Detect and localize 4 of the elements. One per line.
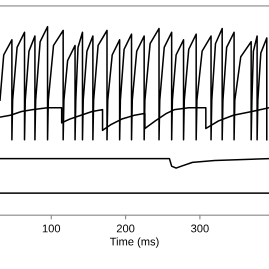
x-tick-label: 200 [116,224,134,232]
x-axis-title: Time (ms) [110,237,159,248]
x-tick-label: 100 [42,224,60,232]
x-tick-label: 300 [191,224,209,232]
